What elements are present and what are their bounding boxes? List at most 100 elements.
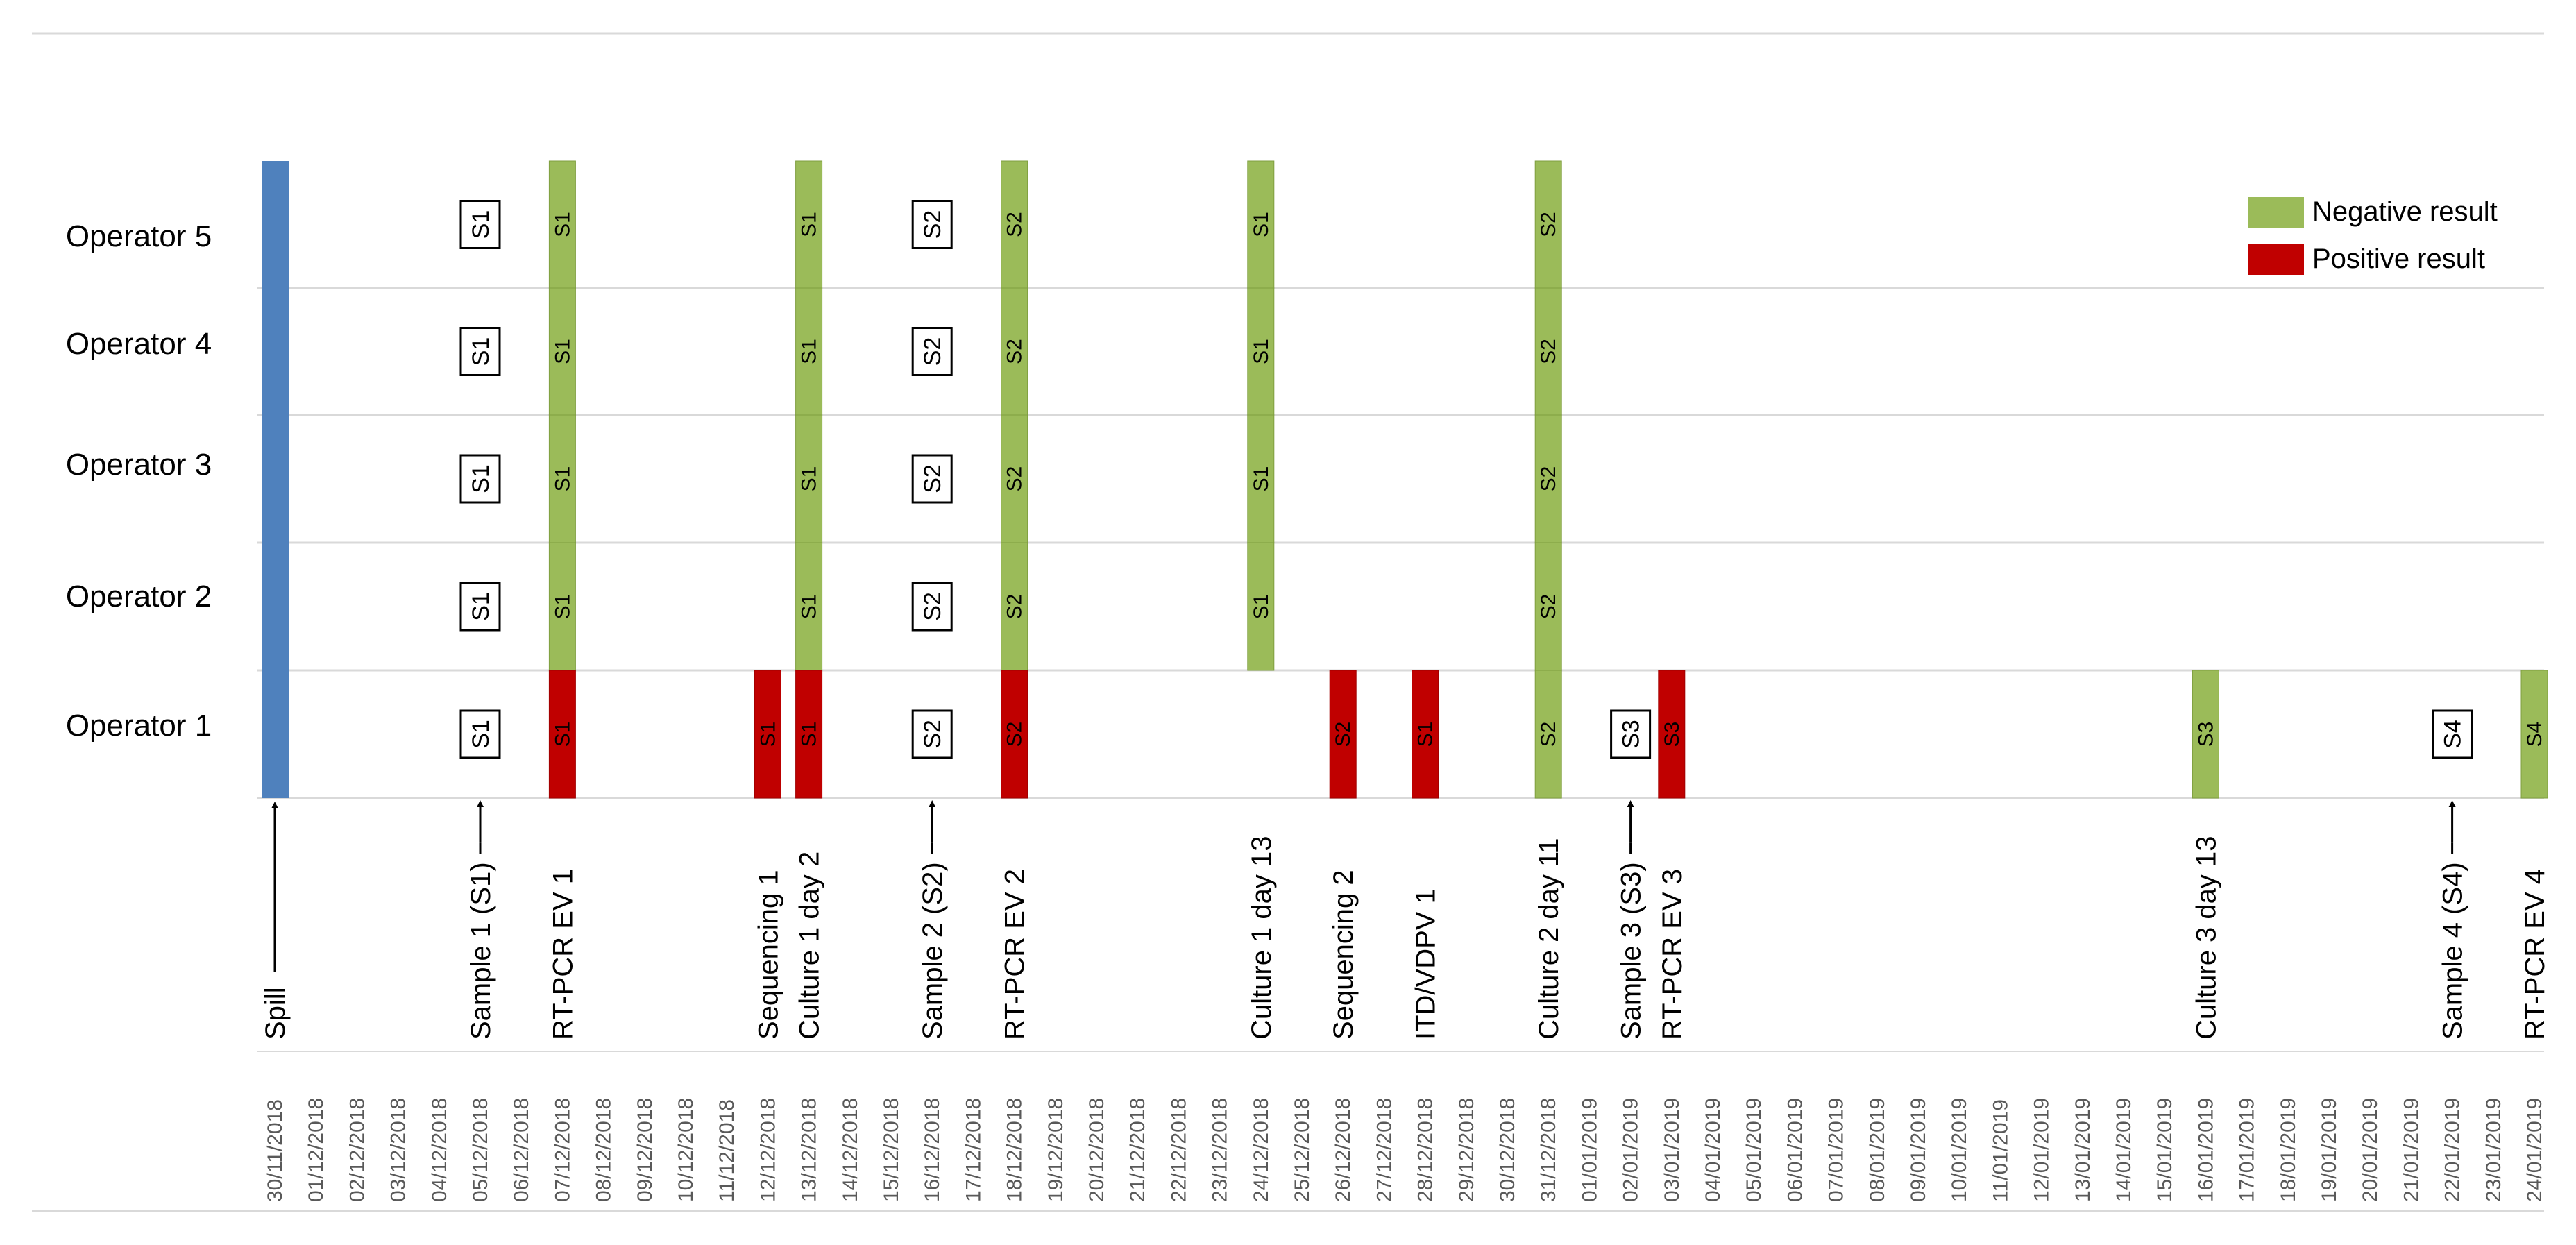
date-tick-label: 26/12/2018 [1332,1098,1355,1202]
positive-result-bar [754,670,781,799]
date-tick-label: 20/12/2018 [1085,1098,1108,1202]
sample-box [459,327,501,376]
negative-result-bar [548,542,576,671]
date-tick-label: 11/12/2018 [715,1099,738,1202]
date-tick-label: 12/12/2018 [756,1098,779,1202]
date-tick-label: 20/01/2019 [2359,1098,2382,1202]
event-label: Sequencing 2 [1328,870,1359,1040]
negative-result-bar [1534,160,1562,289]
date-tick-label: 21/01/2019 [2400,1098,2423,1202]
result-bar-label: S1 [551,339,574,364]
sample-box [459,709,501,759]
sample-box [2432,709,2473,759]
sample-box-label: S1 [468,592,494,621]
result-bar-label: S1 [798,339,821,364]
event-label: Culture 2 day 11 [1534,838,1564,1040]
result-bar-label: S1 [798,594,821,620]
result-bar-label: S1 [551,212,574,237]
date-tick-label: 06/01/2019 [1783,1098,1806,1202]
negative-result-bar [1247,542,1275,671]
date-tick-label: 17/12/2018 [962,1098,985,1202]
date-tick-label: 09/01/2019 [1907,1098,1930,1202]
date-tick-label: 10/12/2018 [675,1098,697,1202]
sample-box-label: S4 [2440,720,2466,749]
result-bar-label: S2 [1003,466,1026,492]
result-bar-label: S2 [1537,212,1560,237]
result-bar-label: S2 [1537,466,1560,492]
negative-result-bar [2520,670,2548,799]
result-bar-label: S2 [1332,722,1355,747]
date-tick-label: 05/12/2018 [469,1098,492,1202]
date-tick-label: 01/01/2019 [1578,1098,1601,1202]
date-tick-label: 23/12/2018 [1209,1098,1232,1202]
sample-box-label: S2 [920,337,946,366]
sample-box-label: S1 [468,337,494,366]
negative-result-bar [1247,287,1275,416]
event-label: RT-PCR EV 1 [548,869,578,1040]
sample-box-label: S1 [468,464,494,493]
event-label: Sample 3 (S3) [1616,862,1647,1040]
date-tick-label: 15/12/2018 [880,1098,903,1202]
result-bar-label: S1 [1250,594,1273,620]
date-tick-label: 30/11/2018 [264,1099,287,1202]
date-tick-label: 19/12/2018 [1044,1098,1067,1202]
event-label: Culture 1 day 13 [1246,836,1277,1040]
event-label: Sample 1 (S1) [466,862,496,1040]
date-tick-label: 18/12/2018 [1003,1098,1026,1202]
legend-label: Positive result [2312,244,2485,274]
sample-box [459,582,501,632]
positive-result-bar [795,670,823,799]
date-tick-label: 13/01/2019 [2071,1098,2094,1202]
legend-swatch-positive [2248,244,2304,275]
date-tick-label: 03/12/2018 [387,1098,410,1202]
result-bar-label: S2 [1537,722,1560,747]
result-bar-label: S3 [1661,722,1684,747]
date-tick-label: 14/01/2019 [2112,1098,2135,1202]
result-bar-label: S2 [1003,339,1026,364]
date-tick-label: 25/12/2018 [1291,1098,1314,1202]
sample-box-label: S3 [1618,720,1645,749]
event-label: Spill [260,987,291,1040]
date-tick-label: 13/12/2018 [798,1098,821,1202]
negative-result-bar [1534,670,1562,799]
result-bar-label: S2 [1003,594,1026,620]
event-label: Culture 3 day 13 [2191,836,2221,1040]
date-tick-label: 24/01/2019 [2523,1098,2546,1202]
sample-box-label: S2 [920,464,946,493]
result-bar-label: S1 [551,466,574,492]
negative-result-bar [1247,414,1275,543]
negative-result-bar [1534,542,1562,671]
result-bar-label: S1 [798,212,821,237]
event-label: Culture 1 day 2 [795,852,825,1040]
negative-result-bar [795,542,823,671]
date-tick-label: 08/01/2019 [1866,1098,1889,1202]
negative-result-bar [1001,542,1028,671]
negative-result-bar [548,287,576,416]
negative-result-bar [548,160,576,289]
sample-box-label: S1 [468,720,494,749]
sample-box-label: S2 [920,210,946,239]
row-label: Operator 3 [66,448,212,482]
event-label: RT-PCR EV 4 [2520,869,2550,1040]
legend-swatch-negative [2248,197,2304,228]
result-bar-label: S2 [1003,722,1026,747]
result-bar-label: S2 [1537,339,1560,364]
date-tick-label: 06/12/2018 [510,1098,533,1202]
positive-result-bar [1329,670,1357,799]
date-tick-label: 19/01/2019 [2318,1098,2341,1202]
positive-result-bar [548,670,576,799]
result-bar-label: S1 [798,722,821,747]
date-tick-label: 31/12/2018 [1537,1098,1560,1202]
date-tick-label: 12/01/2019 [2031,1098,2053,1202]
negative-result-bar [795,160,823,289]
result-bar-label: S1 [756,722,779,747]
sample-box [911,327,953,376]
result-bar-label: S1 [798,466,821,492]
date-tick-label: 02/01/2019 [1620,1098,1643,1202]
result-bar-label: S4 [2523,722,2546,747]
date-tick-label: 21/12/2018 [1126,1098,1149,1202]
event-label: RT-PCR EV 3 [1657,869,1688,1040]
negative-result-bar [795,287,823,416]
